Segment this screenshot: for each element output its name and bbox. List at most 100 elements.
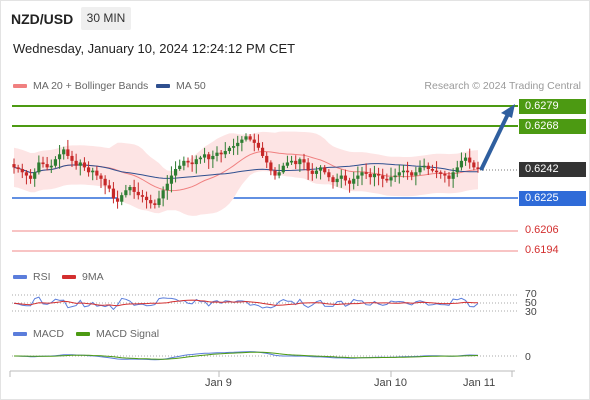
candle-body bbox=[281, 165, 285, 173]
candle-body bbox=[115, 198, 120, 202]
support-tag: 0.6225 bbox=[519, 191, 586, 206]
candle-body bbox=[16, 167, 20, 170]
candle-body bbox=[219, 152, 223, 155]
candle-body bbox=[99, 175, 103, 179]
candle-body bbox=[476, 167, 480, 170]
candle-body bbox=[45, 164, 49, 168]
candle-body bbox=[314, 170, 319, 174]
current-price-tag: 0.6242 bbox=[519, 162, 586, 177]
candle-body bbox=[173, 169, 178, 176]
candle-body bbox=[339, 175, 343, 179]
macd-swatch-icon bbox=[13, 332, 27, 337]
candle-body bbox=[244, 136, 248, 140]
macd-signal-label: MACD Signal bbox=[96, 328, 160, 340]
ma50-swatch-icon bbox=[156, 84, 170, 89]
candle-body bbox=[140, 195, 145, 197]
candle-body bbox=[468, 157, 472, 163]
candle-body bbox=[132, 186, 136, 192]
candle-body bbox=[439, 172, 443, 174]
macd-label: MACD bbox=[33, 328, 64, 340]
candle-body bbox=[265, 155, 269, 163]
candle-body bbox=[434, 170, 439, 173]
bollinger-band-area bbox=[14, 131, 478, 216]
candle-body bbox=[426, 165, 430, 170]
level-tag-2: 0.6268 bbox=[519, 119, 586, 134]
candle-body bbox=[198, 157, 203, 160]
candle-body bbox=[20, 169, 24, 173]
candle-body bbox=[463, 157, 468, 161]
candle-body bbox=[86, 167, 91, 173]
candle-body bbox=[472, 162, 476, 168]
candle-body bbox=[397, 172, 401, 176]
candle-body bbox=[28, 175, 33, 179]
legend-rsi-ma: 9MA bbox=[62, 271, 104, 283]
rsi-tick-70: 70 bbox=[525, 288, 537, 300]
candle-body bbox=[381, 175, 385, 179]
candle-body bbox=[33, 172, 37, 179]
candle-body bbox=[74, 160, 78, 166]
macd-signal-line bbox=[14, 351, 479, 360]
ma50-label: MA 50 bbox=[176, 80, 206, 92]
credit-text: Research © 2024 Trading Central bbox=[424, 80, 581, 92]
candle-body bbox=[95, 170, 99, 176]
projection-arrow bbox=[479, 113, 510, 171]
candle-body bbox=[298, 159, 302, 165]
candle-body bbox=[240, 139, 244, 143]
candle-body bbox=[37, 162, 41, 173]
candle-body bbox=[256, 142, 261, 148]
candle-body bbox=[190, 162, 194, 165]
candle-body bbox=[41, 162, 45, 165]
candle-body bbox=[136, 191, 140, 196]
x-label-jan9: Jan 9 bbox=[205, 377, 232, 389]
candle-body bbox=[269, 162, 273, 171]
rsi-ma-line bbox=[13, 299, 479, 307]
candle-body bbox=[455, 167, 459, 173]
candle-body bbox=[91, 170, 95, 173]
candle-body bbox=[82, 162, 87, 168]
candle-body bbox=[285, 162, 290, 166]
legend-rsi: RSI bbox=[13, 271, 51, 283]
arrow-head-icon bbox=[501, 104, 515, 118]
candle-body bbox=[273, 170, 277, 176]
candle-body bbox=[306, 162, 310, 171]
candle-body bbox=[422, 165, 426, 168]
candle-body bbox=[107, 185, 111, 189]
timeframe-button[interactable]: 30 MIN bbox=[81, 7, 131, 30]
candle-body bbox=[294, 160, 298, 165]
candle-body bbox=[53, 159, 58, 166]
candle-body bbox=[323, 167, 327, 173]
x-label-jan10: Jan 10 bbox=[374, 377, 408, 389]
candle-body bbox=[343, 175, 348, 181]
candle-body bbox=[335, 178, 339, 183]
candle-body bbox=[385, 178, 389, 181]
candle-body bbox=[352, 178, 356, 184]
candle-body bbox=[182, 160, 186, 166]
legend-ma50: MA 50 bbox=[156, 80, 206, 92]
candle-body bbox=[376, 173, 381, 176]
rsi-tick-50: 50 bbox=[525, 297, 537, 309]
candle-body bbox=[207, 154, 211, 160]
candle-body bbox=[211, 155, 215, 160]
candle-body bbox=[78, 162, 82, 166]
candle-body bbox=[356, 175, 360, 179]
candle-body bbox=[49, 165, 53, 168]
candle-body bbox=[103, 178, 107, 186]
candle-body bbox=[410, 172, 414, 176]
candle-body bbox=[165, 183, 169, 191]
candle-body bbox=[364, 172, 368, 174]
legend-macd: MACD bbox=[13, 328, 64, 340]
ma20-swatch-icon bbox=[13, 84, 27, 89]
candle-body bbox=[451, 172, 455, 179]
candle-body bbox=[120, 195, 124, 202]
symbol-title: NZD/USD bbox=[11, 11, 74, 27]
candle-body bbox=[331, 177, 335, 183]
candle-body bbox=[124, 190, 128, 196]
candle-body bbox=[372, 173, 377, 178]
candle-body bbox=[223, 151, 227, 155]
candle-body bbox=[327, 172, 331, 178]
candle-body bbox=[161, 190, 165, 199]
candle-body bbox=[178, 165, 182, 170]
macd-signal-swatch-icon bbox=[76, 332, 90, 337]
macd-tick-0: 0 bbox=[525, 351, 531, 363]
